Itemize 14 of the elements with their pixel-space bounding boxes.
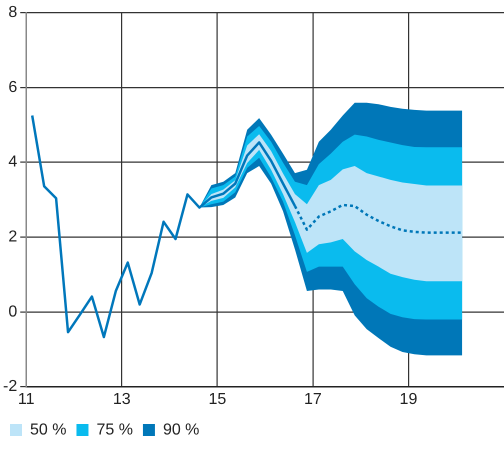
- x-tick-label: 13: [112, 390, 131, 408]
- y-tick-label: 2: [8, 228, 18, 246]
- y-tick-label: 6: [8, 78, 18, 96]
- legend-label: 75 %: [96, 421, 133, 438]
- y-tick-label: 8: [8, 4, 18, 22]
- y-tick-label: 4: [8, 154, 18, 171]
- x-tick-label: 15: [208, 390, 226, 408]
- x-tick-label: 19: [400, 390, 418, 408]
- y-tick-label: -2: [2, 378, 18, 396]
- x-tick-label: 11: [18, 390, 35, 408]
- y-tick-label: 0: [8, 303, 18, 320]
- legend-label: 50 %: [30, 421, 66, 438]
- x-tick-label: 17: [304, 390, 322, 408]
- legend-label: 90 %: [162, 421, 200, 438]
